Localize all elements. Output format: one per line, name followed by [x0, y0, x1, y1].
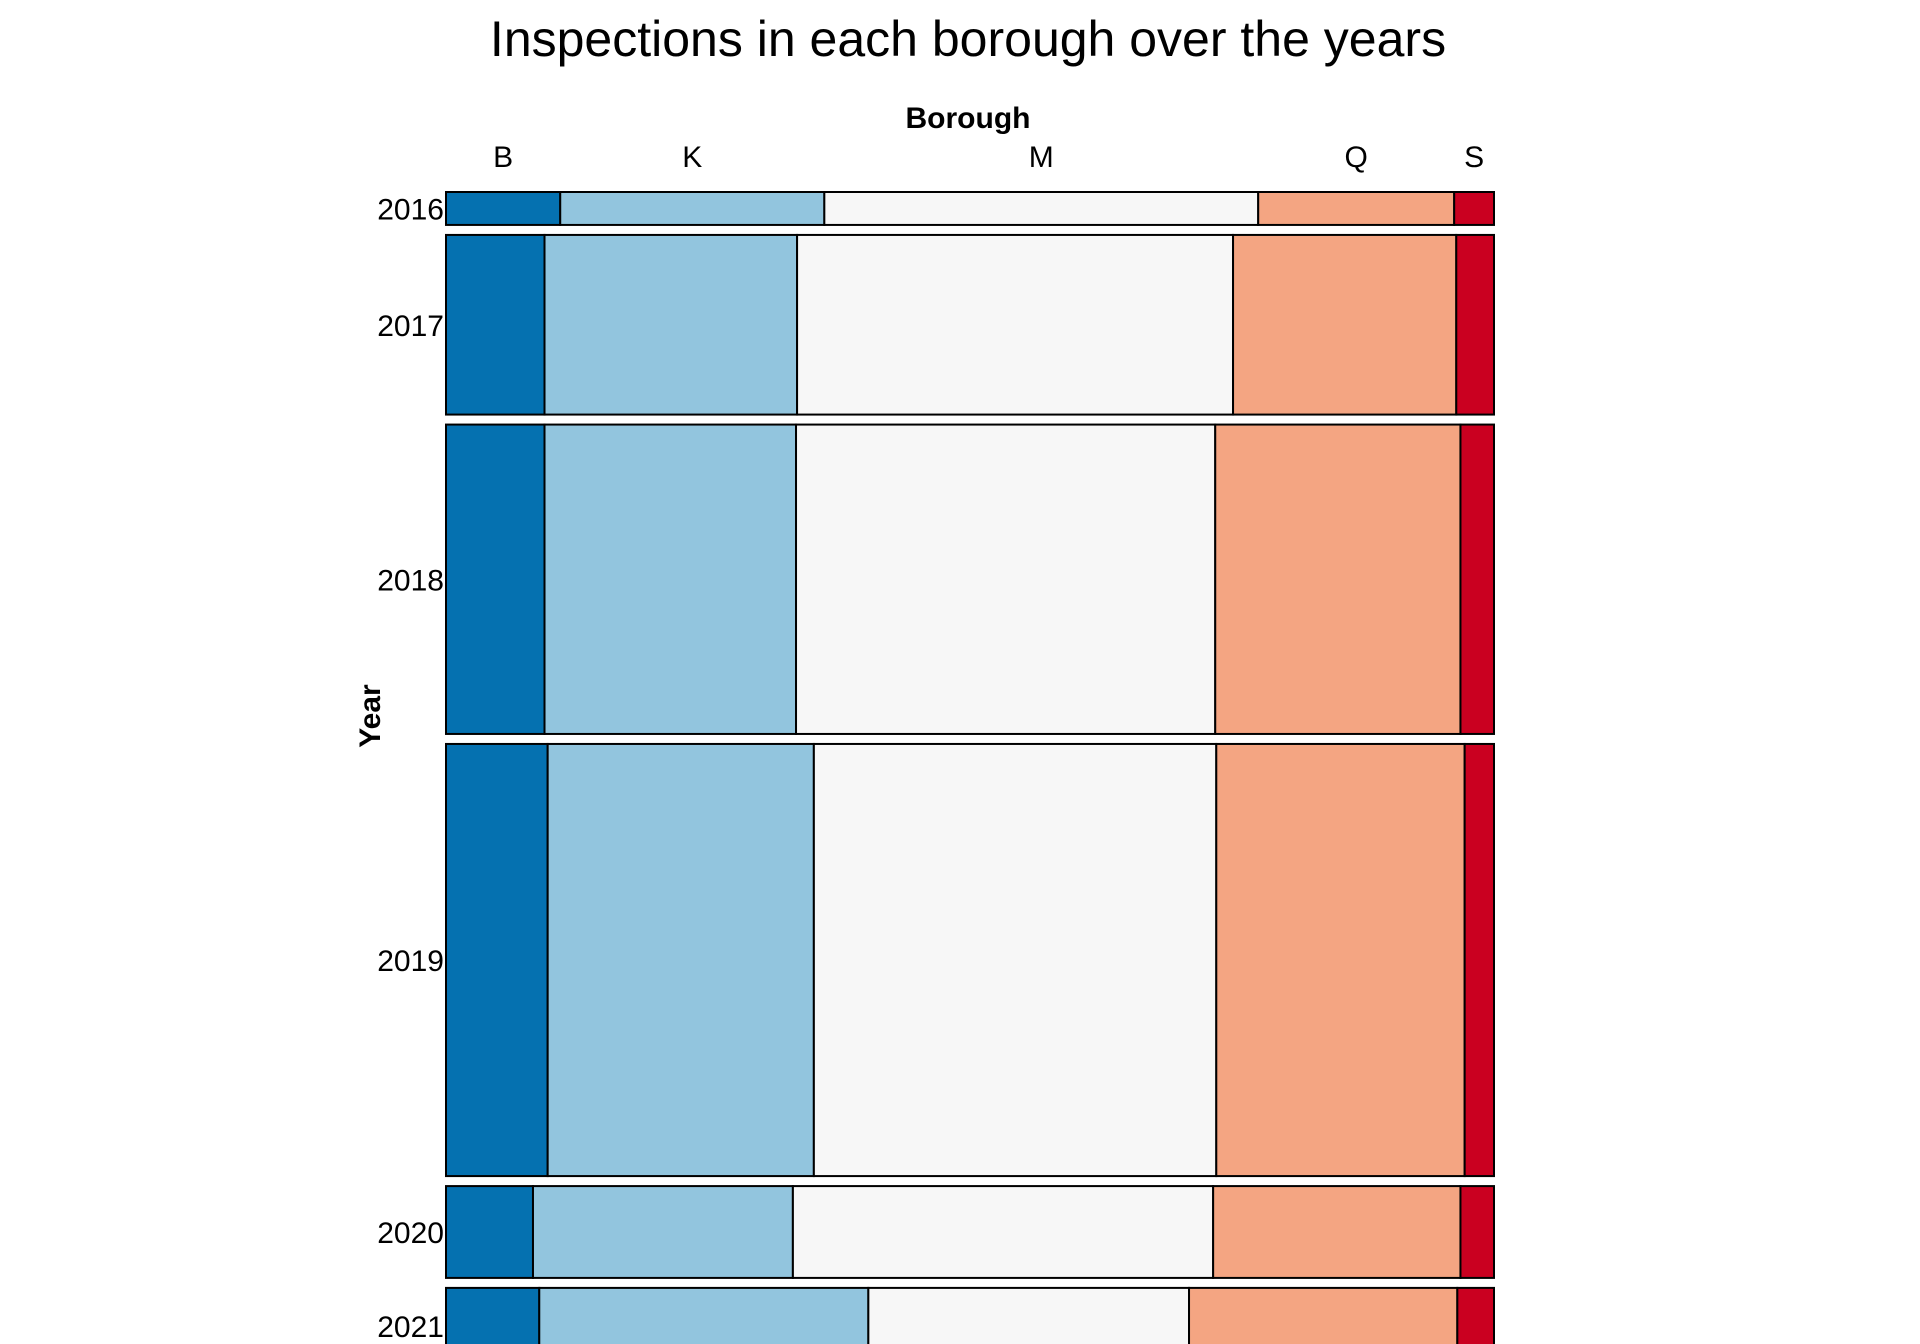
tile-2021-M [867, 1286, 1191, 1344]
tile-2021-S [1456, 1286, 1495, 1344]
tile-2016-Q [1257, 191, 1456, 226]
y-tick-2020: 2020 [377, 1217, 444, 1250]
tile-2019-B [445, 742, 549, 1178]
x-tick-M: M [1029, 141, 1054, 174]
tile-2019-K [546, 742, 815, 1178]
tile-2020-B [445, 1185, 534, 1279]
tile-2016-K [559, 191, 826, 226]
y-tick-2021: 2021 [377, 1311, 444, 1344]
tile-2016-M [823, 191, 1260, 226]
tile-2017-B [445, 233, 546, 416]
y-tick-2019: 2019 [377, 945, 444, 978]
tile-2020-Q [1212, 1185, 1462, 1279]
y-tick-labels: 2016 2017 2018 2019 2020 2021 [377, 193, 444, 1343]
tile-2017-M [796, 233, 1235, 416]
y-tick-2016: 2016 [377, 193, 444, 226]
tile-2017-K [543, 233, 799, 416]
x-tick-S: S [1464, 141, 1484, 174]
tile-2021-B [445, 1286, 541, 1344]
tile-2021-Q [1188, 1286, 1459, 1344]
tile-2019-M [812, 742, 1218, 1178]
y-tick-2018: 2018 [377, 564, 444, 597]
tile-2018-Q [1214, 423, 1462, 735]
y-axis-title: Year [354, 684, 387, 748]
tile-2021-K [538, 1286, 870, 1344]
y-tick-2017: 2017 [377, 310, 444, 343]
tile-2020-M [791, 1185, 1215, 1279]
tile-2019-Q [1215, 742, 1466, 1178]
x-axis-title: Borough [906, 102, 1031, 135]
tile-2019-S [1463, 742, 1496, 1178]
tile-2018-B [445, 423, 546, 735]
tile-2018-M [795, 423, 1217, 735]
tile-2020-K [531, 1185, 794, 1279]
x-tick-B: B [493, 141, 513, 174]
tile-2020-S [1459, 1185, 1495, 1279]
x-tick-Q: Q [1345, 141, 1368, 174]
tile-2016-B [445, 191, 562, 226]
tile-2017-S [1455, 233, 1496, 416]
tile-2018-K [543, 423, 798, 735]
chart-title: Inspections in each borough over the yea… [490, 11, 1446, 67]
tile-2018-S [1459, 423, 1495, 735]
tile-2017-Q [1232, 233, 1458, 416]
x-tick-K: K [682, 141, 702, 174]
mosaic-tiles [445, 191, 1496, 1344]
tile-2016-S [1453, 191, 1496, 226]
